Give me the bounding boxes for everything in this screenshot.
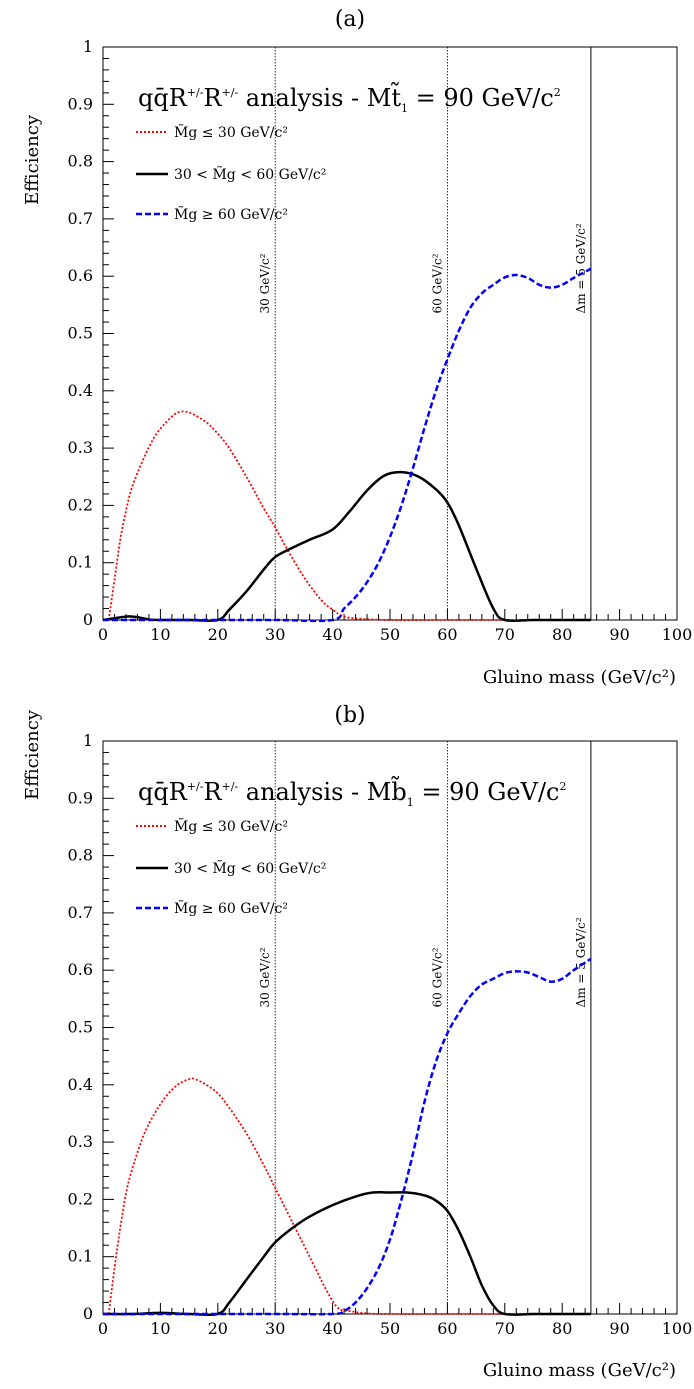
x-tick-label: 20 <box>208 625 228 644</box>
reference-line-label: Δm = 5 GeV/c² <box>574 223 588 313</box>
panel-label: (b) <box>334 703 365 728</box>
y-tick-label: 0.1 <box>68 553 93 572</box>
legend-entry: M̃g ≥ 60 GeV/c² <box>136 205 288 223</box>
legend-label: M̃g ≤ 30 GeV/c² <box>174 123 288 141</box>
plot-title: qq̄R+/-R+/- analysis - Mb̃1 = 90 GeV/c2 <box>138 775 567 809</box>
y-tick-label: 0.8 <box>68 152 93 171</box>
x-tick-label: 20 <box>208 1319 228 1338</box>
y-tick-label: 0.5 <box>68 1018 93 1037</box>
legend: M̃g ≤ 30 GeV/c² 30 < M̃g < 60 GeV/c² M̃g… <box>136 817 326 917</box>
x-tick-label: 70 <box>495 625 515 644</box>
y-axis-label: Efficiency <box>22 709 43 800</box>
y-tick-label: 0.4 <box>68 1075 93 1094</box>
y-tick-label: 0.6 <box>68 960 93 979</box>
x-tick-label: 90 <box>609 1319 629 1338</box>
y-tick-label: 1 <box>83 37 93 56</box>
panel-a: (a) Efficiency Gluino mass (GeV/c²) qq̄R… <box>22 7 692 688</box>
series-line <box>103 957 592 1316</box>
reference-line-label: 30 GeV/c² <box>258 253 272 313</box>
legend-entry: 30 < M̃g < 60 GeV/c² <box>136 859 326 877</box>
y-axis-label: Efficiency <box>22 114 43 205</box>
legend-label: 30 < M̃g < 60 GeV/c² <box>174 165 326 183</box>
plot-area: 0 10 20 30 40 50 60 70 80 90 100 0 0.1 0.2 0.3 0.4 0.5 0.… <box>68 37 693 644</box>
series-line <box>103 267 592 623</box>
series-line <box>102 1190 591 1317</box>
y-tick-label: 0.6 <box>68 266 93 285</box>
y-tick-label: 0.2 <box>68 495 93 514</box>
x-tick-label: 40 <box>322 625 342 644</box>
y-tick-label: 1 <box>83 731 93 750</box>
y-tick-label: 0.8 <box>68 846 93 865</box>
panel-b: (b) Efficiency Gluino mass (GeV/c²) qq̄R… <box>22 703 692 1381</box>
x-tick-label: 70 <box>495 1319 515 1338</box>
x-tick-label: 80 <box>552 625 572 644</box>
y-tick-label: 0 <box>83 610 93 629</box>
x-tick-label: 80 <box>552 1319 572 1338</box>
series-line <box>107 1077 591 1315</box>
panel-label: (a) <box>335 7 365 32</box>
y-tick-label: 0.1 <box>68 1247 93 1266</box>
y-tick-label: 0 <box>83 1304 93 1323</box>
legend: M̃g ≤ 30 GeV/c² 30 < M̃g < 60 GeV/c² M̃g… <box>136 123 326 223</box>
legend-label: M̃g ≥ 60 GeV/c² <box>174 205 288 223</box>
series-line <box>102 470 591 623</box>
legend-label: M̃g ≥ 60 GeV/c² <box>174 899 288 917</box>
x-tick-label: 100 <box>662 625 693 644</box>
y-tick-label: 0.2 <box>68 1189 93 1208</box>
series-line <box>107 410 591 621</box>
plot-area: 0 10 20 30 40 50 60 70 80 90 100 0 0.1 0.2 0.3 0.4 0.5 0.… <box>68 731 693 1338</box>
x-tick-label: 50 <box>380 1319 400 1338</box>
y-tick-label: 0.7 <box>68 209 93 228</box>
reference-line-label: Δm = 5 GeV/c² <box>574 917 588 1007</box>
x-tick-label: 50 <box>380 625 400 644</box>
x-tick-label: 90 <box>609 625 629 644</box>
reference-line-label: 60 GeV/c² <box>430 253 444 313</box>
x-tick-label: 60 <box>437 1319 457 1338</box>
legend-label: 30 < M̃g < 60 GeV/c² <box>174 859 326 877</box>
reference-line-label: 30 GeV/c² <box>258 947 272 1007</box>
y-tick-label: 0.7 <box>68 903 93 922</box>
y-tick-label: 0.4 <box>68 381 93 400</box>
x-axis-label: Gluino mass (GeV/c²) <box>483 667 676 688</box>
y-tick-label: 0.9 <box>68 94 93 113</box>
y-tick-label: 0.9 <box>68 788 93 807</box>
legend-entry: M̃g ≥ 60 GeV/c² <box>136 899 288 917</box>
x-tick-label: 60 <box>437 625 457 644</box>
reference-line-label: 60 GeV/c² <box>430 947 444 1007</box>
x-tick-label: 10 <box>150 625 170 644</box>
legend-entry: M̃g ≤ 30 GeV/c² <box>136 817 288 835</box>
legend-label: M̃g ≤ 30 GeV/c² <box>174 817 288 835</box>
x-tick-label: 0 <box>98 625 108 644</box>
y-tick-label: 0.3 <box>68 438 93 457</box>
plot-title: qq̄R+/-R+/- analysis - Mt̃1 = 90 GeV/c2 <box>138 81 561 115</box>
x-tick-label: 10 <box>150 1319 170 1338</box>
legend-entry: 30 < M̃g < 60 GeV/c² <box>136 165 326 183</box>
x-tick-label: 100 <box>662 1319 693 1338</box>
y-tick-label: 0.3 <box>68 1132 93 1151</box>
y-tick-label: 0.5 <box>68 324 93 343</box>
x-tick-label: 30 <box>265 1319 285 1338</box>
x-tick-label: 0 <box>98 1319 108 1338</box>
legend-entry: M̃g ≤ 30 GeV/c² <box>136 123 288 141</box>
x-tick-label: 40 <box>322 1319 342 1338</box>
x-axis-label: Gluino mass (GeV/c²) <box>483 1360 676 1381</box>
x-tick-label: 30 <box>265 625 285 644</box>
